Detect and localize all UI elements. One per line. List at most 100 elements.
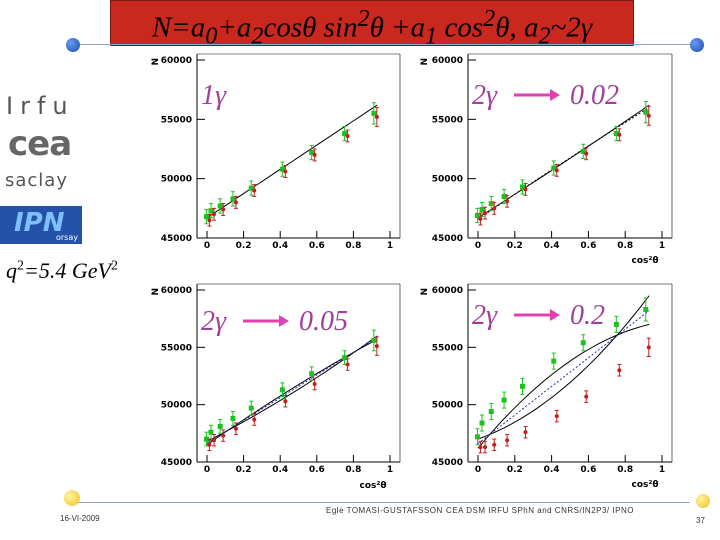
cea-logo: cea <box>8 124 72 164</box>
title-banner: N=a0+a2cosθ sin2θ +a1 cos2θ, a2~2γ <box>110 0 634 49</box>
data-point-green <box>501 193 507 199</box>
title-sup: 2 <box>357 5 370 32</box>
top-rule <box>74 44 696 45</box>
right-top-bullet <box>690 38 704 52</box>
footer-author: Egle TOMASI-GUSTAFSSON <box>326 506 443 515</box>
fit-curve <box>477 323 650 449</box>
title-part: ~2γ <box>550 11 593 44</box>
footer-institution: CEA DSM IRFU SPhN and CNRS/IN2P3/ IPNO <box>446 506 634 515</box>
data-point-green <box>279 166 285 172</box>
x-tick-label: 0.4 <box>544 241 560 251</box>
data-point-green <box>217 423 223 429</box>
data-point-red <box>646 345 651 350</box>
data-point-red <box>374 344 379 349</box>
data-point-red <box>584 151 589 156</box>
q2-exp: 2 <box>17 258 24 274</box>
fit-curve <box>477 310 650 445</box>
y-tick-label: 50000 <box>161 401 192 411</box>
data-point-green <box>488 409 494 415</box>
data-point-red <box>312 382 317 387</box>
data-point-red <box>646 113 651 118</box>
y-tick-label: 60000 <box>432 56 463 66</box>
x-axis-label: cos²θ <box>632 480 659 490</box>
data-point-green <box>520 184 525 190</box>
y-tick-label: 60000 <box>432 286 463 296</box>
data-point-green <box>551 165 557 171</box>
annotation-left: 2γ <box>472 300 498 331</box>
data-point-red <box>617 132 622 137</box>
x-tick-label: 1 <box>387 465 393 475</box>
data-point-red <box>492 206 497 211</box>
data-point-green <box>230 415 236 421</box>
x-tick-label: 0.4 <box>272 241 288 251</box>
annotation-right: 0.2 <box>570 300 605 331</box>
ipn-logo: IPN orsay <box>0 206 82 244</box>
data-point-red <box>207 442 212 447</box>
chart-panel-1: 45000 50000 55000 60000 0 0.2 0.4 0.6 0.8 1 N 1γ <box>151 53 401 251</box>
title-sup: 2 <box>483 5 496 32</box>
saclay-logo: saclay <box>5 170 68 191</box>
data-point-red <box>554 168 559 173</box>
title-part: θ +a <box>369 11 426 44</box>
data-point-red <box>221 207 226 212</box>
slide-title: N=a0+a2cosθ sin2θ +a1 cos2θ, a2~2γ <box>111 5 633 50</box>
data-point-green <box>230 196 236 202</box>
data-point-red <box>505 438 510 443</box>
annotation-left: 1γ <box>201 80 227 111</box>
data-point-green <box>342 355 348 361</box>
data-point-green <box>580 340 586 346</box>
x-tick-label: 0.8 <box>617 465 633 475</box>
x-tick-label: 0.8 <box>345 465 361 475</box>
data-point-red <box>211 212 216 217</box>
data-point-green <box>248 405 254 411</box>
title-sub: 0 <box>205 22 218 50</box>
x-tick-label: 0.4 <box>544 465 560 475</box>
data-point-red <box>252 417 257 422</box>
chart-panel-2: 45000 50000 55000 60000 0 0.2 0.4 0.6 0.8 1 Ncos²θ… <box>420 53 673 266</box>
arrow-head <box>550 309 560 321</box>
x-tick-label: 0 <box>204 241 210 251</box>
q2-label: q2=5.4 GeV2 <box>6 258 118 284</box>
data-point-red <box>312 152 317 157</box>
title-part: +a <box>217 11 252 44</box>
data-point-red <box>345 133 350 138</box>
x-tick-label: 0.2 <box>507 465 523 475</box>
arrow-head <box>279 315 289 327</box>
y-tick-label: 45000 <box>161 234 192 244</box>
chart-panel-3: 45000 50000 55000 60000 0 0.2 0.4 0.6 0.8 1 Ncos²θ… <box>151 283 401 491</box>
y-tick-label: 60000 <box>161 286 192 296</box>
chart-panel-4: 45000 50000 55000 60000 0 0.2 0.4 0.6 0.8 1 Ncos²θ… <box>420 283 673 490</box>
y-tick-label: 50000 <box>161 175 192 185</box>
y-axis-label: N <box>420 58 430 66</box>
y-axis-label: N <box>151 58 161 66</box>
data-point-red <box>483 445 488 450</box>
y-axis-label: N <box>151 288 161 296</box>
data-point-green <box>474 212 480 218</box>
y-tick-label: 55000 <box>432 343 463 353</box>
left-bottom-bullet <box>64 490 80 506</box>
data-point-green <box>371 110 377 116</box>
y-tick-label: 50000 <box>432 175 463 185</box>
data-point-green <box>208 208 214 214</box>
title-sub: 2 <box>251 22 264 50</box>
annotation-right: 0.05 <box>299 306 348 337</box>
data-point-green <box>643 109 649 115</box>
data-point-red <box>252 188 257 193</box>
data-point-red <box>483 211 488 216</box>
y-tick-label: 55000 <box>161 343 192 353</box>
x-tick-label: 0 <box>475 241 481 251</box>
x-tick-label: 1 <box>659 465 665 475</box>
data-point-green <box>613 321 619 327</box>
data-point-green <box>208 429 214 435</box>
y-tick-label: 55000 <box>432 115 463 125</box>
ipn-logo-text: IPN <box>14 208 65 238</box>
data-point-green <box>551 358 557 364</box>
data-point-green <box>479 207 485 213</box>
data-point-green <box>580 148 586 154</box>
x-tick-label: 0.2 <box>236 465 252 475</box>
irfu-logo: Irfu <box>6 92 75 120</box>
x-tick-label: 0.4 <box>272 465 288 475</box>
annotation-left: 2γ <box>472 80 498 111</box>
data-point-green <box>613 131 619 137</box>
